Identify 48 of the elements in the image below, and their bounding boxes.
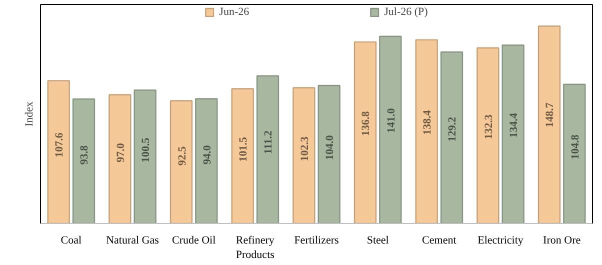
data-label: 148.7 (544, 102, 556, 128)
bar (292, 87, 316, 224)
data-label: 132.3 (482, 114, 495, 140)
bar (72, 98, 96, 224)
bar (440, 51, 464, 224)
x-tick-label: Fertilizers (294, 234, 339, 246)
data-label: 104.0 (324, 134, 336, 160)
x-tick-label: Coal (60, 234, 82, 246)
bar (231, 88, 254, 224)
data-label: 141.0 (385, 108, 398, 133)
legend-label: Jul-26 (P) (384, 6, 428, 18)
bar (108, 94, 132, 224)
bar (170, 100, 193, 224)
data-label: 136.8 (360, 110, 372, 136)
data-label: 134.4 (508, 112, 520, 138)
bar (476, 47, 500, 224)
bar (538, 26, 561, 224)
data-label: 100.5 (140, 137, 152, 163)
bar (563, 84, 586, 224)
data-label: 102.3 (298, 136, 311, 162)
x-tick-label: Iron Ore (543, 234, 581, 246)
data-label: 97.0 (114, 142, 127, 162)
data-label: 93.8 (78, 144, 91, 165)
x-tick-label: Electricity (478, 234, 524, 246)
bar (47, 80, 70, 224)
x-tick-label: Crude Oil (172, 234, 216, 246)
y-axis-title: Index (24, 100, 36, 127)
bar (379, 36, 402, 224)
data-label: 101.5 (238, 136, 250, 162)
x-tick-label: Cement (422, 234, 456, 246)
bar (256, 75, 280, 224)
data-label: 111.2 (262, 130, 275, 154)
bar (195, 98, 218, 224)
bar (415, 39, 438, 224)
bar (502, 44, 524, 224)
data-label: 94.0 (201, 144, 214, 165)
bar (318, 84, 340, 224)
x-tick-label: Natural Gas (106, 234, 159, 246)
data-label: 107.6 (54, 132, 66, 158)
x-tick-label: Refinery Products (236, 234, 275, 261)
bar (134, 90, 156, 224)
data-label: 129.2 (446, 116, 459, 142)
data-label: 92.5 (176, 146, 188, 166)
bar (354, 41, 377, 224)
data-label: 104.8 (569, 134, 582, 160)
legend-label: Jun-26 (219, 6, 250, 18)
data-label: 138.4 (422, 110, 434, 135)
x-tick-label: Steel (366, 234, 389, 246)
